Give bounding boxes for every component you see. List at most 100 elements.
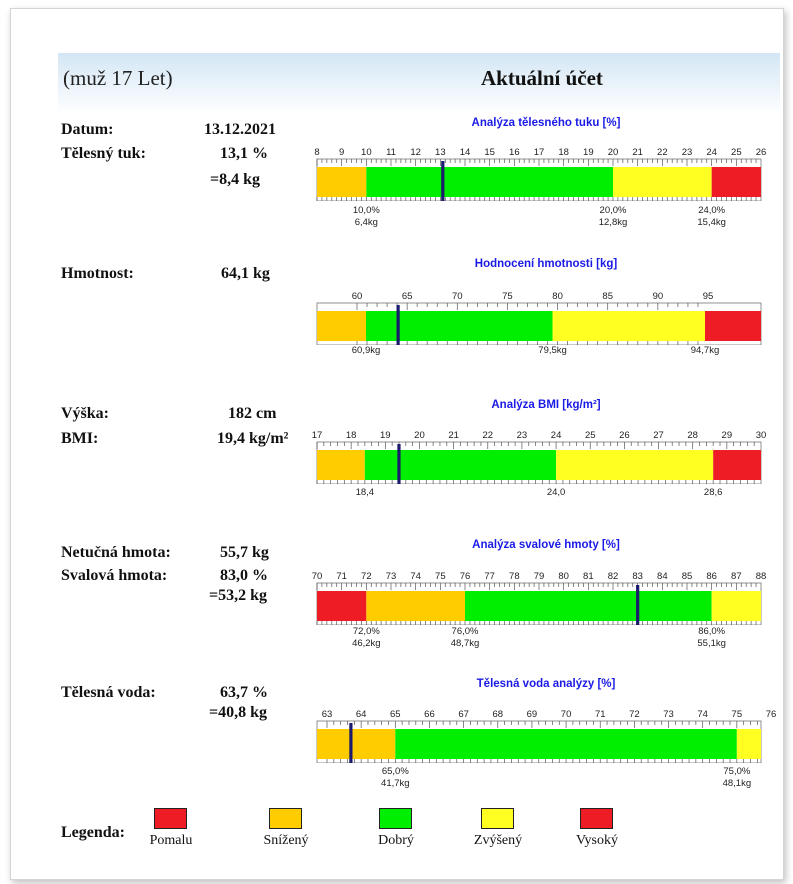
gauge-title: Tělesná voda analýzy [%] xyxy=(476,678,616,690)
gauge-tick-label: 78 xyxy=(509,571,520,582)
gauge-tick-label: 30 xyxy=(756,430,767,441)
gauge-reference-label: 28,6 xyxy=(704,487,723,499)
gauge-reference-label: 20,0% 12,8kg xyxy=(599,205,628,229)
gauge-tick-label: 70 xyxy=(561,709,572,720)
body-water-label: Tělesná voda: xyxy=(61,684,156,701)
gauge-tick-label: 83 xyxy=(632,571,643,582)
gauge-reference-label: 60,9kg xyxy=(352,345,381,357)
gauge-reference-line: 94,7kg xyxy=(690,345,720,356)
gauge-tick-label: 24 xyxy=(706,147,717,158)
gauge-tick-label: 90 xyxy=(653,291,664,302)
gauge-chart: 70 71 72 73 74 75 76 77 78 79 80 81 82 83 84 85 86 87 88 xyxy=(312,571,767,625)
gauge-tick-label: 66 xyxy=(424,709,435,720)
body-fat-label: Tělesný tuk: xyxy=(61,145,146,162)
gauge-zone xyxy=(711,167,761,197)
gauge-tick-label: 19 xyxy=(380,430,391,441)
gauge-reference-line: 41,7kg xyxy=(381,778,410,789)
gauge-tick-label: 21 xyxy=(448,430,459,441)
gauge-chart: 8 9 10 11 12 13 14 15 16 17 18 19 20 21 22 23 24 25 26 xyxy=(314,147,767,201)
gauge-reference-label: 79,5kg xyxy=(538,345,567,357)
gauge-tick-label: 95 xyxy=(703,291,714,302)
gauge-reference-label: 10,0% 6,4kg xyxy=(353,205,380,229)
gauge-zone xyxy=(366,167,613,197)
legend-swatch xyxy=(379,808,412,829)
subject-info: (muž 17 Let) xyxy=(63,66,173,90)
gauge-marker xyxy=(397,444,401,484)
gauge-tick-label: 65 xyxy=(390,709,401,720)
gauge-zone xyxy=(556,450,714,480)
gauge-tick-label: 84 xyxy=(657,571,668,582)
gauge-reference-label: 94,7kg xyxy=(691,345,720,357)
report-title: Aktuální účet xyxy=(481,66,603,90)
gauge-tick-label: 68 xyxy=(492,709,503,720)
gauge-tick-label: 20 xyxy=(414,430,425,441)
gauge-zone xyxy=(364,450,557,480)
body-fat-value: 13,1 % xyxy=(220,145,268,162)
gauge-tick-label: 79 xyxy=(534,571,545,582)
lean-mass-label: Netučná hmota: xyxy=(61,544,171,561)
gauge-tick-label: 75 xyxy=(502,291,513,302)
gauge-tick-label: 74 xyxy=(697,709,708,720)
gauge-tick-label: 76 xyxy=(766,709,777,720)
gauge-zone xyxy=(366,591,465,621)
gauge-tick-label: 25 xyxy=(585,430,596,441)
gauge-tick-label: 72 xyxy=(361,571,372,582)
gauge-reference-line: 24,0 xyxy=(546,487,566,498)
gauge-tick-label: 71 xyxy=(595,709,606,720)
gauge-tick-label: 77 xyxy=(484,571,495,582)
gauge-tick-label: 88 xyxy=(756,571,767,582)
bmi-value: 19,4 kg/m² xyxy=(217,430,289,447)
gauge-tick-label: 24 xyxy=(551,430,562,441)
gauge-tick-label: 8 xyxy=(314,147,319,158)
muscle-mass-kg: =53,2 kg xyxy=(209,587,268,604)
gauge-tick-label: 19 xyxy=(583,147,594,158)
gauge-zone xyxy=(317,311,367,341)
body-water-value: 63,7 % xyxy=(220,684,268,701)
gauge-tick-label: 60 xyxy=(352,291,363,302)
legend-label: Vysoký xyxy=(575,833,619,848)
gauge-zone xyxy=(317,591,367,621)
gauge-marker xyxy=(349,723,353,763)
gauge-reference-line: 28,6 xyxy=(703,487,723,498)
gauge-tick-label: 23 xyxy=(517,430,528,441)
legend-swatch xyxy=(481,808,514,829)
gauge-tick-label: 16 xyxy=(509,147,520,158)
gauge-reference-line: 12,8kg xyxy=(598,217,628,228)
gauge-zone xyxy=(552,311,705,341)
gauge-reference-label: 86,0% 55,1kg xyxy=(697,626,726,650)
header-tab xyxy=(58,45,193,53)
gauge-title: Hodnocení hmotnosti [kg] xyxy=(474,258,618,270)
gauge-zone xyxy=(317,729,396,759)
gauge-tick-label: 20 xyxy=(608,147,619,158)
gauge-reference-label: 76,0% 48,7kg xyxy=(451,626,480,650)
gauge-reference-label: 65,0% 41,7kg xyxy=(381,766,410,790)
gauge-tick-label: 71 xyxy=(336,571,347,582)
gauge-tick-label: 28 xyxy=(687,430,698,441)
gauge-zone xyxy=(711,591,761,621)
gauge-zone xyxy=(713,450,761,480)
gauge-reference-line: 24,0% xyxy=(698,205,726,216)
gauge-reference-line: 20,0% xyxy=(599,205,627,216)
gauge-zone xyxy=(317,450,365,480)
gauge-tick-label: 85 xyxy=(682,571,693,582)
gauge-tick-label: 17 xyxy=(312,430,323,441)
gauge-reference-line: 15,4kg xyxy=(697,217,726,228)
gauge-reference-label: 72,0% 46,2kg xyxy=(352,626,381,650)
gauge-tick-label: 85 xyxy=(602,291,613,302)
gauge-tick-label: 11 xyxy=(386,147,396,158)
gauge-tick-label: 73 xyxy=(663,709,674,720)
muscle-mass-label: Svalová hmota: xyxy=(61,567,168,584)
gauge-marker xyxy=(396,305,400,345)
gauge-tick-label: 70 xyxy=(312,571,323,582)
gauge-zone xyxy=(317,167,367,197)
gauge-tick-label: 25 xyxy=(731,147,742,158)
gauge-tick-label: 67 xyxy=(458,709,469,720)
gauge-tick-label: 21 xyxy=(632,147,643,158)
gauge-zone xyxy=(704,311,761,341)
gauge-tick-label: 26 xyxy=(756,147,767,158)
gauge-tick-label: 74 xyxy=(410,571,421,582)
gauge-tick-label: 29 xyxy=(722,430,733,441)
gauge-tick-label: 14 xyxy=(460,147,471,158)
gauge-tick-label: 80 xyxy=(552,291,563,302)
gauge-tick-label: 27 xyxy=(653,430,664,441)
